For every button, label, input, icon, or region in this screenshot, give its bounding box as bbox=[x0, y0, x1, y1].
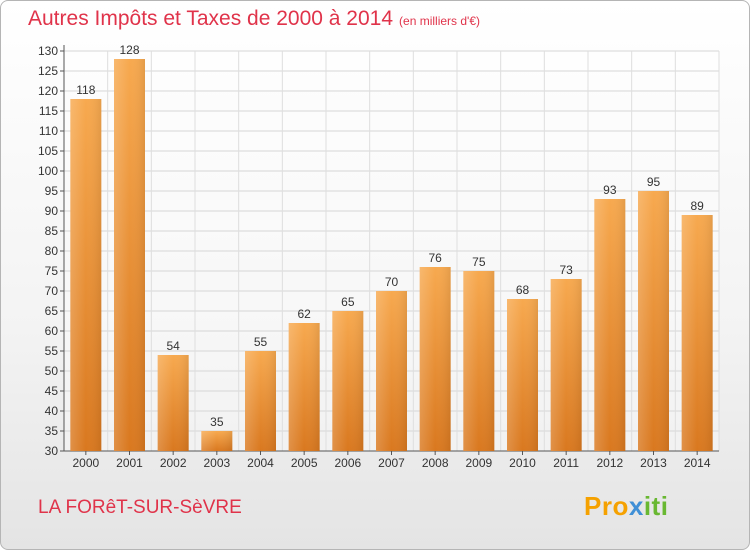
logo-part-1: Pro bbox=[584, 491, 629, 521]
data-label: 73 bbox=[559, 263, 573, 277]
data-label: 95 bbox=[647, 175, 661, 189]
y-tick-label: 65 bbox=[45, 304, 59, 318]
y-tick-label: 40 bbox=[45, 404, 59, 418]
x-tick-label: 2013 bbox=[640, 456, 667, 470]
x-tick-label: 2008 bbox=[422, 456, 449, 470]
x-tick-label: 2006 bbox=[334, 456, 361, 470]
y-tick-label: 130 bbox=[38, 44, 58, 58]
data-label: 35 bbox=[210, 415, 224, 429]
data-label: 128 bbox=[119, 43, 139, 57]
bar-shine bbox=[332, 311, 364, 451]
bar-shine bbox=[419, 267, 451, 451]
y-tick-label: 110 bbox=[39, 124, 58, 138]
bar-shine bbox=[245, 351, 276, 451]
data-label: 54 bbox=[166, 339, 180, 353]
bar-shine bbox=[594, 199, 626, 451]
y-tick-label: 60 bbox=[45, 324, 59, 338]
data-label: 93 bbox=[603, 183, 617, 197]
y-tick-label: 120 bbox=[38, 84, 58, 98]
x-tick-label: 2002 bbox=[160, 456, 187, 470]
x-tick-label: 2005 bbox=[291, 456, 318, 470]
bar-shine bbox=[507, 299, 538, 451]
data-label: 75 bbox=[472, 255, 486, 269]
y-tick-label: 55 bbox=[45, 344, 59, 358]
data-label: 76 bbox=[428, 251, 442, 265]
logo-part-3: iti bbox=[643, 491, 669, 521]
y-tick-label: 30 bbox=[45, 444, 59, 458]
chart-title-unit: (en milliers d'€) bbox=[399, 14, 481, 28]
y-tick-label: 105 bbox=[38, 144, 58, 158]
y-tick-label: 35 bbox=[45, 424, 59, 438]
x-tick-label: 2011 bbox=[553, 456, 579, 470]
x-tick-label: 2000 bbox=[72, 456, 99, 470]
y-tick-label: 80 bbox=[45, 244, 59, 258]
x-tick-label: 2014 bbox=[684, 456, 711, 470]
chart-title: Autres Impôts et Taxes de 2000 à 2014 (en… bbox=[28, 7, 480, 31]
y-tick-label: 90 bbox=[45, 204, 59, 218]
y-tick-label: 50 bbox=[45, 364, 59, 378]
logo-part-2: x bbox=[628, 491, 644, 521]
x-tick-label: 2012 bbox=[596, 456, 623, 470]
y-tick-label: 45 bbox=[45, 384, 59, 398]
x-tick-label: 2001 bbox=[116, 456, 143, 470]
bar-shine bbox=[550, 279, 582, 451]
bar-shine bbox=[70, 99, 102, 451]
data-label: 62 bbox=[297, 307, 311, 321]
y-tick-label: 125 bbox=[38, 64, 58, 78]
y-tick-label: 100 bbox=[38, 164, 58, 178]
bars bbox=[70, 59, 713, 451]
data-label: 65 bbox=[341, 295, 355, 309]
bar-shine bbox=[157, 355, 189, 451]
y-tick-label: 75 bbox=[45, 264, 59, 278]
bar-shine bbox=[463, 271, 495, 451]
x-tick-label: 2004 bbox=[247, 456, 274, 470]
data-label: 118 bbox=[76, 83, 95, 97]
x-tick-label: 2007 bbox=[378, 456, 405, 470]
y-tick-label: 70 bbox=[45, 284, 59, 298]
data-label: 55 bbox=[254, 335, 268, 349]
labels: 118 128 54 35 55 62 65 70 76 75 68 73 93 95 89 bbox=[76, 43, 704, 429]
y-tick-label: 85 bbox=[45, 224, 59, 238]
bar-shine bbox=[638, 191, 669, 451]
x-tick-label: 2009 bbox=[465, 456, 492, 470]
data-label: 89 bbox=[690, 199, 704, 213]
proxiti-logo: Proxiti bbox=[584, 491, 668, 522]
bar-shine bbox=[114, 59, 145, 451]
bar-shine bbox=[201, 431, 233, 451]
y-tick-label: 95 bbox=[45, 184, 59, 198]
commune-name: LA FORêT-SUR-SèVRE bbox=[38, 497, 242, 518]
bar-shine bbox=[376, 291, 407, 451]
bar-shine bbox=[681, 215, 713, 451]
x-tick-label: 2010 bbox=[509, 456, 536, 470]
data-label: 68 bbox=[516, 283, 530, 297]
data-label: 70 bbox=[385, 275, 399, 289]
bar-shine bbox=[288, 323, 320, 451]
chart-title-main: Autres Impôts et Taxes de 2000 à 2014 bbox=[28, 7, 394, 30]
x-tick-label: 2003 bbox=[203, 456, 230, 470]
y-tick-label: 115 bbox=[39, 104, 58, 118]
